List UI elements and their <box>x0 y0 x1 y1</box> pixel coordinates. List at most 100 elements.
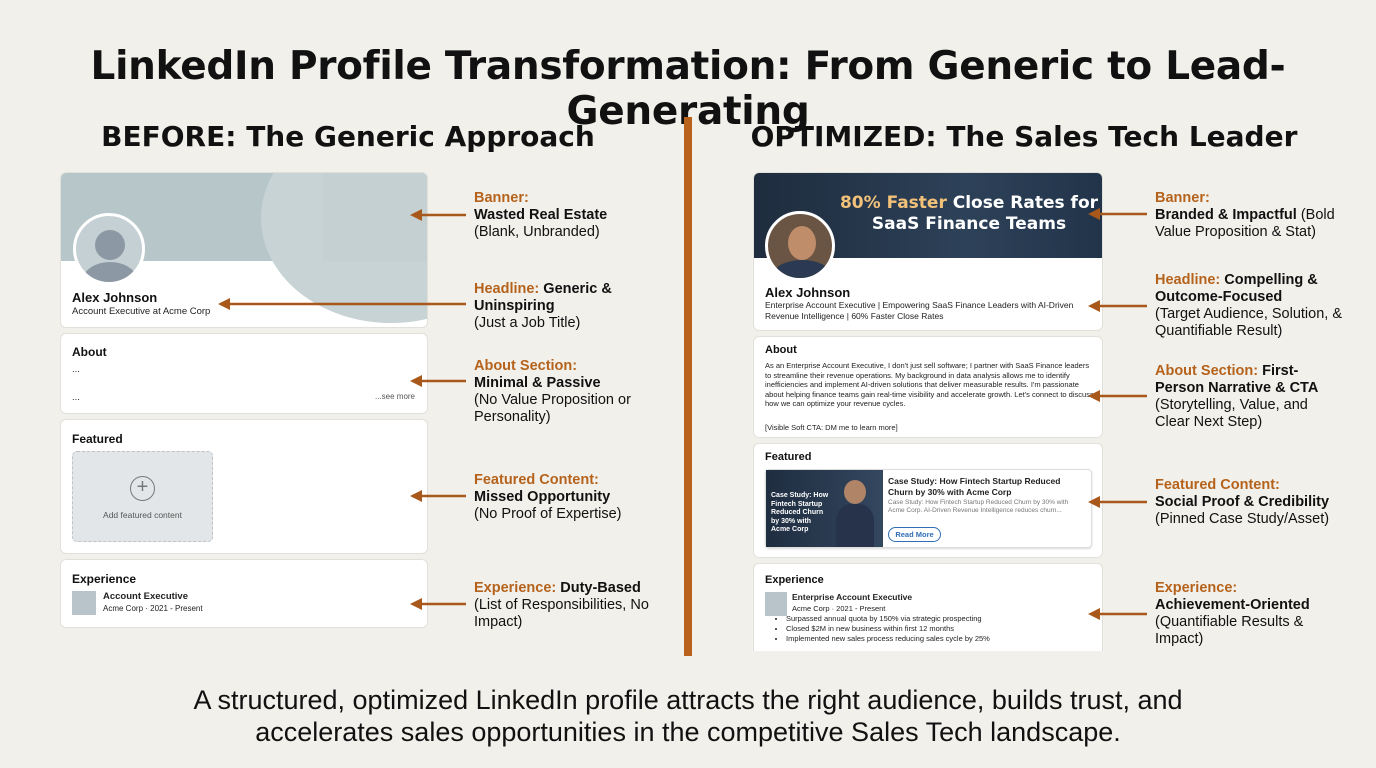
annotation: Banner: Branded & Impactful (Bold Value P… <box>1155 190 1345 241</box>
profile-card: Alex Johnson Account Executive at Acme C… <box>60 172 428 328</box>
avatar <box>73 213 145 285</box>
annotation: Headline: Compelling & Outcome-Focused (T… <box>1155 272 1345 340</box>
exp-title: Account Executive <box>103 591 188 602</box>
note-bold: Branded & Impactful <box>1155 207 1297 223</box>
note-bold: Compelling & Outcome-Focused <box>1155 272 1318 305</box>
avatar-head <box>788 226 816 260</box>
note-text: (Blank, Unbranded) <box>474 224 600 240</box>
before-heading: BEFORE: The Generic Approach <box>101 120 595 153</box>
experience-label: Experience <box>72 572 137 586</box>
exp-bullet: Implemented new sales process reducing s… <box>786 634 990 644</box>
note-bold: Generic & Uninspiring <box>474 281 612 314</box>
about-line: ... <box>72 364 80 375</box>
note-text: (No Proof of Expertise) <box>474 506 622 522</box>
thumbnail-text: Case Study: How Fintech Startup Reduced … <box>771 492 829 533</box>
profile-card: 80% Faster Close Rates for SaaS Finance … <box>753 172 1103 331</box>
exp-bullet: Surpassed annual quota by 150% via strat… <box>786 614 990 624</box>
note-bold: Achievement-Oriented <box>1155 597 1310 613</box>
company-logo <box>765 592 787 616</box>
banner-text: 80% Faster Close Rates for SaaS Finance … <box>834 193 1102 235</box>
avatar-head <box>95 230 125 260</box>
company-logo <box>72 591 96 615</box>
avatar-body <box>773 260 831 278</box>
note-label: Banner: <box>474 190 529 206</box>
note-bold: Wasted Real Estate <box>474 207 608 223</box>
featured-label: Featured <box>765 451 812 463</box>
note-text: (No Value Proposition or Personality) <box>474 392 631 425</box>
note-bold: First-Person Narrative & CTA <box>1155 363 1319 396</box>
arrow-head <box>1088 300 1100 312</box>
profile-name: Alex Johnson <box>72 290 158 305</box>
avatar-body <box>82 262 138 282</box>
about-text: As an Enterprise Account Executive, I do… <box>765 361 1094 408</box>
card-desc: Case Study: How Fintech Startup Reduced … <box>888 499 1069 514</box>
arrow-head <box>410 490 422 502</box>
banner-shape <box>323 173 427 261</box>
note-label: Experience: <box>474 580 557 596</box>
arrow-head <box>410 598 422 610</box>
note-text: (Pinned Case Study/Asset) <box>1155 511 1330 527</box>
note-label: About Section: <box>474 358 578 374</box>
read-more-button[interactable]: Read More <box>888 527 941 542</box>
annotation: Headline: Generic & Uninspiring (Just a J… <box>474 281 634 332</box>
note-text: (Target Audience, Solution, & Quantifiab… <box>1155 306 1343 339</box>
note-label: Featured Content: <box>474 472 599 488</box>
arrow-head <box>1088 390 1100 402</box>
after-heading: OPTIMIZED: The Sales Tech Leader <box>750 120 1298 153</box>
arrow-head <box>410 209 422 221</box>
arrow-head <box>410 375 422 387</box>
about-card: About As an Enterprise Account Executive… <box>753 336 1103 438</box>
profile-headline: Account Executive at Acme Corp <box>72 306 211 317</box>
note-bold: Duty-Based <box>560 580 641 596</box>
add-icon: + <box>130 476 155 501</box>
profile-headline: Enterprise Account Executive | Empowerin… <box>765 300 1074 321</box>
see-more[interactable]: ...see more <box>374 392 415 401</box>
annotation: About Section: Minimal & Passive (No Value… <box>474 358 649 426</box>
placeholder-text: Add featured content <box>103 510 182 520</box>
featured-placeholder[interactable]: + Add featured content <box>72 451 213 542</box>
note-label: Experience: <box>1155 580 1238 596</box>
note-label: Featured Content: <box>1155 477 1280 493</box>
exp-meta: Acme Corp · 2021 - Present <box>792 604 886 613</box>
about-label: About <box>72 345 107 359</box>
arrow-head <box>1088 608 1100 620</box>
about-line: ... <box>72 392 80 403</box>
exp-meta: Acme Corp · 2021 - Present <box>103 604 203 613</box>
annotation: Experience: Achievement-Oriented (Quantifi… <box>1155 580 1340 648</box>
about-cta: [Visible Soft CTA: DM me to learn more] <box>765 423 898 432</box>
banner-rest: Close Rates for SaaS Finance Teams <box>871 193 1099 234</box>
featured-card: Featured + Add featured content <box>60 419 428 554</box>
thumbnail: Case Study: How Fintech Startup Reduced … <box>766 470 883 547</box>
note-text: (Storytelling, Value, and Clear Next Ste… <box>1155 397 1308 430</box>
annotation: Featured Content: Social Proof & Credibil… <box>1155 477 1355 528</box>
footer-text: A structured, optimized LinkedIn profile… <box>193 685 1183 747</box>
experience-card: Experience Enterprise Account Executive … <box>753 563 1103 651</box>
experience-label: Experience <box>765 574 824 586</box>
featured-label: Featured <box>72 432 123 446</box>
about-card: About ... ... ...see more <box>60 333 428 414</box>
annotation: About Section: First-Person Narrative & … <box>1155 363 1340 431</box>
arrow-head <box>218 298 230 310</box>
note-bold: Social Proof & Credibility <box>1155 494 1330 510</box>
annotation: Experience: Duty-Based (List of Responsib… <box>474 580 654 631</box>
exp-bullets: Surpassed annual quota by 150% via strat… <box>776 614 990 644</box>
note-label: About Section: <box>1155 363 1259 379</box>
note-text: (Quantifiable Results & Impact) <box>1155 614 1304 647</box>
note-text: (Just a Job Title) <box>474 315 581 331</box>
exp-bullet: Closed $2M in new business within first … <box>786 624 990 634</box>
note-bold: Missed Opportunity <box>474 489 611 505</box>
arrow-head <box>1088 496 1100 508</box>
banner-highlight: 80% Faster <box>839 193 947 213</box>
experience-card: Experience Account Executive Acme Corp ·… <box>60 559 428 628</box>
annotation: Featured Content: Missed Opportunity (No P… <box>474 472 664 523</box>
page-title: LinkedIn Profile Transformation: From Ge… <box>90 44 1286 134</box>
note-text: (List of Responsibilities, No Impact) <box>474 597 649 630</box>
arrow-head <box>1088 208 1100 220</box>
exp-title: Enterprise Account Executive <box>792 592 913 602</box>
note-label: Banner: <box>1155 190 1210 206</box>
featured-item[interactable]: Case Study: How Fintech Startup Reduced … <box>765 469 1092 548</box>
divider <box>684 117 692 656</box>
thumb-person <box>836 504 874 547</box>
